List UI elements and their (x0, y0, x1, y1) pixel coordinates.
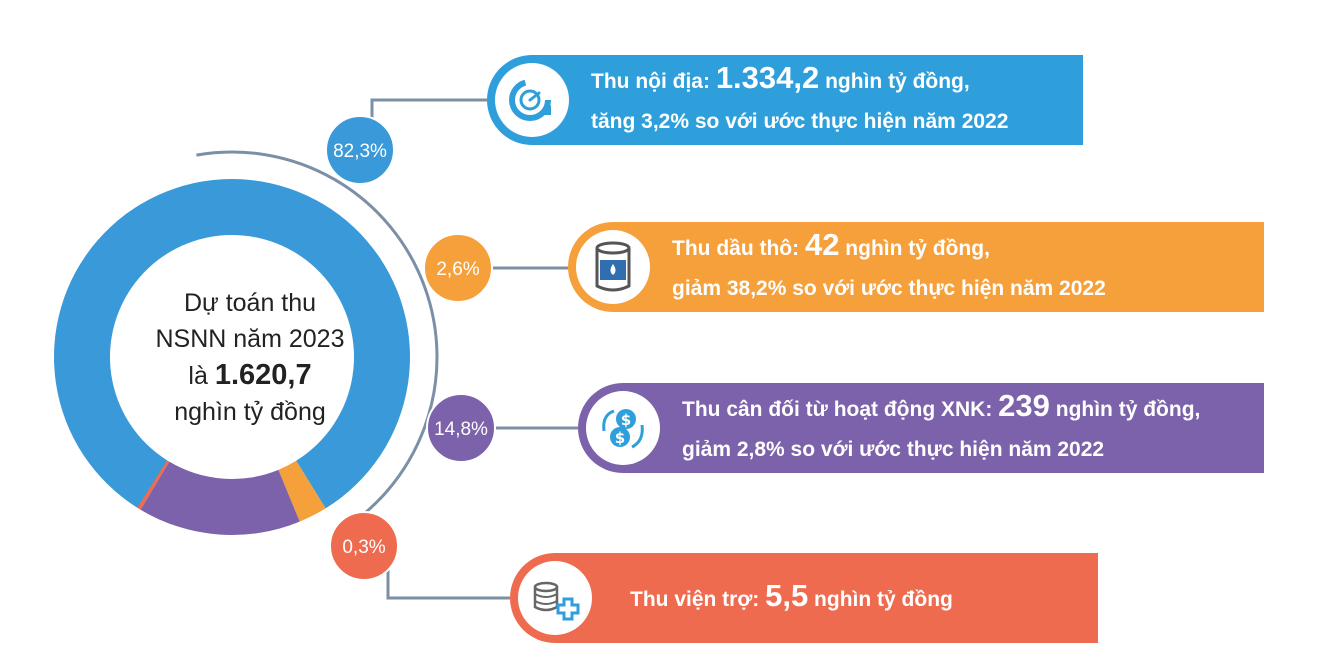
donut-slice-0 (53, 178, 410, 509)
donut-chart (53, 178, 410, 536)
card-text: Thu cân đối từ hoạt động XNK: 239 nghìn … (682, 386, 1200, 470)
card-value: 239 (998, 388, 1050, 423)
svg-text:$: $ (621, 411, 631, 429)
card-line-1: Thu viện trợ: 5,5 nghìn tỷ đồng (630, 576, 953, 620)
center-label: Dự toán thu NSNN năm 2023 là 1.620,7 ngh… (120, 285, 380, 430)
card-value: 5,5 (765, 578, 809, 613)
card-label: Thu cân đối từ hoạt động XNK: (682, 398, 999, 421)
card-label: Thu viện trợ: (630, 588, 766, 611)
svg-text:$: $ (615, 429, 625, 447)
oil-barrel-icon (576, 230, 650, 304)
percent-bubbles: 82,3% 2,6% 14,8% 0,3% (325, 115, 496, 581)
center-line-2: NSNN năm 2023 (155, 325, 345, 353)
card-line-1: Thu cân đối từ hoạt động XNK: 239 nghìn … (682, 386, 1200, 430)
card-text: Thu dầu thô: 42 nghìn tỷ đồng, giảm 38,2… (672, 225, 1106, 309)
center-line-4: nghìn tỷ đồng (174, 398, 326, 426)
card-domestic-revenue: Thu nội địa: 1.334,2 nghìn tỷ đồng, tăng… (487, 55, 1083, 145)
percent-bubble-1 (423, 233, 493, 303)
card-line-2: giảm 2,8% so với ước thực hiện năm 2022 (682, 438, 1105, 461)
card-line-2: tăng 3,2% so với ước thực hiện năm 2022 (591, 110, 1009, 133)
card-text: Thu viện trợ: 5,5 nghìn tỷ đồng (630, 576, 953, 620)
percent-label-3: 0,3% (342, 537, 385, 558)
card-unit: nghìn tỷ đồng, (839, 237, 990, 260)
percent-label-0: 82,3% (333, 141, 387, 162)
percent-label-2: 14,8% (434, 419, 488, 440)
card-value: 1.334,2 (715, 60, 820, 95)
card-line-1: Thu dầu thô: 42 nghìn tỷ đồng, (672, 225, 1106, 269)
dollar-exchange-icon: $ $ (586, 391, 660, 465)
card-unit: nghìn tỷ đồng (808, 588, 953, 611)
card-import-export-revenue: $ $ Thu cân đối từ hoạt động XNK: 239 ng… (578, 383, 1264, 473)
percent-bubble-2 (426, 393, 496, 463)
card-crude-oil-revenue: Thu dầu thô: 42 nghìn tỷ đồng, giảm 38,2… (568, 222, 1264, 312)
center-line-3-prefix: là (188, 362, 215, 390)
donut-slice-1 (278, 460, 326, 522)
percent-bubble-3 (329, 511, 399, 581)
total-value: 1.620,7 (214, 359, 312, 391)
donut-slice-3 (137, 460, 170, 510)
card-aid-revenue: Thu viện trợ: 5,5 nghìn tỷ đồng (510, 553, 1098, 643)
card-unit: nghìn tỷ đồng, (1049, 398, 1201, 421)
card-line-2: giảm 38,2% so với ước thực hiện năm 2022 (672, 277, 1106, 300)
card-unit: nghìn tỷ đồng, (819, 70, 970, 93)
donut-slice-2 (140, 461, 300, 536)
card-label: Thu nội địa: (591, 70, 716, 93)
coins-plus-icon (518, 561, 592, 635)
connector-arc (196, 150, 439, 536)
center-line-3: là 1.620,7 (120, 357, 380, 394)
percent-bubble-0 (325, 115, 395, 185)
percent-label-1: 2,6% (436, 259, 479, 280)
card-value: 42 (804, 227, 840, 262)
card-line-1: Thu nội địa: 1.334,2 nghìn tỷ đồng, (591, 58, 1008, 102)
card-text: Thu nội địa: 1.334,2 nghìn tỷ đồng, tăng… (591, 58, 1008, 142)
card-label: Thu dầu thô: (672, 237, 805, 260)
gauge-arrow-icon (495, 63, 569, 137)
center-line-1: Dự toán thu (183, 289, 317, 317)
